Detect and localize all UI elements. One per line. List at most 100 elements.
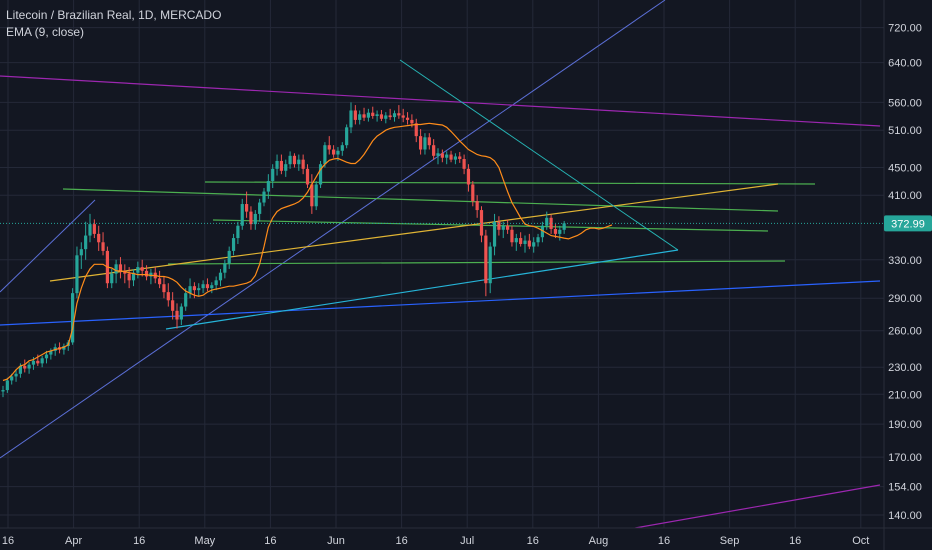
candle[interactable] [484, 229, 488, 297]
candle[interactable] [462, 154, 466, 175]
candle[interactable] [432, 139, 436, 160]
candle[interactable] [118, 257, 123, 279]
candle[interactable] [253, 210, 257, 230]
candle[interactable] [88, 213, 92, 243]
candle[interactable] [506, 219, 510, 234]
candle[interactable] [532, 237, 536, 253]
candle[interactable] [40, 355, 44, 368]
candle[interactable] [301, 154, 305, 175]
candle[interactable] [558, 225, 562, 241]
candle[interactable] [549, 214, 553, 234]
candle[interactable] [553, 224, 558, 239]
candle[interactable] [479, 206, 484, 243]
candle[interactable] [419, 129, 423, 155]
candle[interactable] [475, 195, 479, 218]
candle[interactable] [101, 232, 105, 256]
candle[interactable] [179, 303, 183, 326]
candle[interactable] [314, 181, 318, 211]
candle[interactable] [44, 350, 49, 364]
candle[interactable] [536, 233, 540, 247]
candle[interactable] [92, 219, 96, 239]
candle[interactable] [340, 142, 344, 156]
candle[interactable] [262, 188, 266, 207]
candle[interactable] [75, 246, 79, 299]
candle[interactable] [327, 136, 331, 155]
candle[interactable] [5, 377, 9, 393]
candle[interactable] [271, 164, 275, 189]
trendline[interactable] [0, 0, 666, 459]
candle[interactable] [440, 149, 444, 163]
candle[interactable] [279, 154, 283, 175]
trendline[interactable] [165, 249, 679, 330]
candle[interactable] [371, 106, 375, 119]
candle[interactable] [245, 191, 249, 218]
candle[interactable] [366, 108, 370, 122]
candle[interactable] [349, 102, 353, 134]
candle[interactable] [401, 108, 405, 123]
candle[interactable] [205, 278, 210, 292]
candle[interactable] [266, 174, 270, 199]
candle[interactable] [375, 110, 379, 122]
candle[interactable] [71, 288, 75, 345]
candle[interactable] [223, 259, 227, 279]
trendline[interactable] [62, 188, 779, 212]
candle[interactable] [110, 268, 114, 289]
candle[interactable] [318, 160, 323, 189]
candle[interactable] [136, 261, 140, 279]
candle[interactable] [362, 107, 366, 122]
candle[interactable] [258, 198, 262, 222]
candle[interactable] [27, 362, 31, 374]
candle[interactable] [545, 211, 549, 230]
candle[interactable] [345, 124, 349, 149]
candle[interactable] [210, 282, 214, 294]
candle[interactable] [292, 153, 297, 168]
candle[interactable] [184, 288, 188, 311]
candle[interactable] [249, 206, 253, 230]
time-axis[interactable] [0, 528, 932, 550]
candle[interactable] [127, 267, 131, 289]
candle[interactable] [445, 151, 449, 165]
trendline[interactable] [399, 59, 679, 251]
candle[interactable] [214, 276, 218, 291]
candle[interactable] [288, 151, 292, 169]
candle[interactable] [540, 221, 544, 243]
trendline[interactable] [167, 260, 786, 265]
candle[interactable] [14, 369, 18, 382]
candle[interactable] [397, 105, 401, 119]
trendline[interactable] [0, 199, 96, 293]
candle[interactable] [492, 213, 497, 256]
candle[interactable] [519, 232, 523, 247]
trendline[interactable] [204, 181, 816, 185]
trendline[interactable] [212, 219, 769, 232]
candle[interactable] [358, 110, 362, 125]
trendline[interactable] [0, 75, 881, 127]
candle[interactable] [114, 259, 118, 284]
candle[interactable] [140, 259, 144, 277]
candle[interactable] [123, 264, 127, 284]
candle[interactable] [240, 198, 244, 230]
candle[interactable] [379, 109, 384, 122]
candle[interactable] [218, 268, 223, 287]
candle[interactable] [427, 133, 431, 150]
candle[interactable] [436, 148, 440, 165]
candle[interactable] [510, 225, 514, 247]
candle[interactable] [488, 242, 492, 294]
candle[interactable] [84, 221, 88, 260]
candle[interactable] [97, 225, 101, 251]
candle[interactable] [144, 265, 149, 281]
candle[interactable] [392, 110, 397, 122]
candle[interactable] [305, 164, 310, 189]
candle[interactable] [405, 112, 410, 125]
candle[interactable] [227, 246, 231, 269]
candle[interactable] [236, 221, 240, 244]
candle[interactable] [1, 385, 5, 398]
candle[interactable] [514, 233, 518, 251]
candle[interactable] [466, 164, 471, 192]
candle[interactable] [131, 268, 136, 287]
candle[interactable] [332, 145, 336, 158]
candle[interactable] [231, 233, 236, 256]
candle[interactable] [162, 276, 166, 299]
candle[interactable] [284, 159, 288, 177]
candle[interactable] [23, 359, 27, 373]
